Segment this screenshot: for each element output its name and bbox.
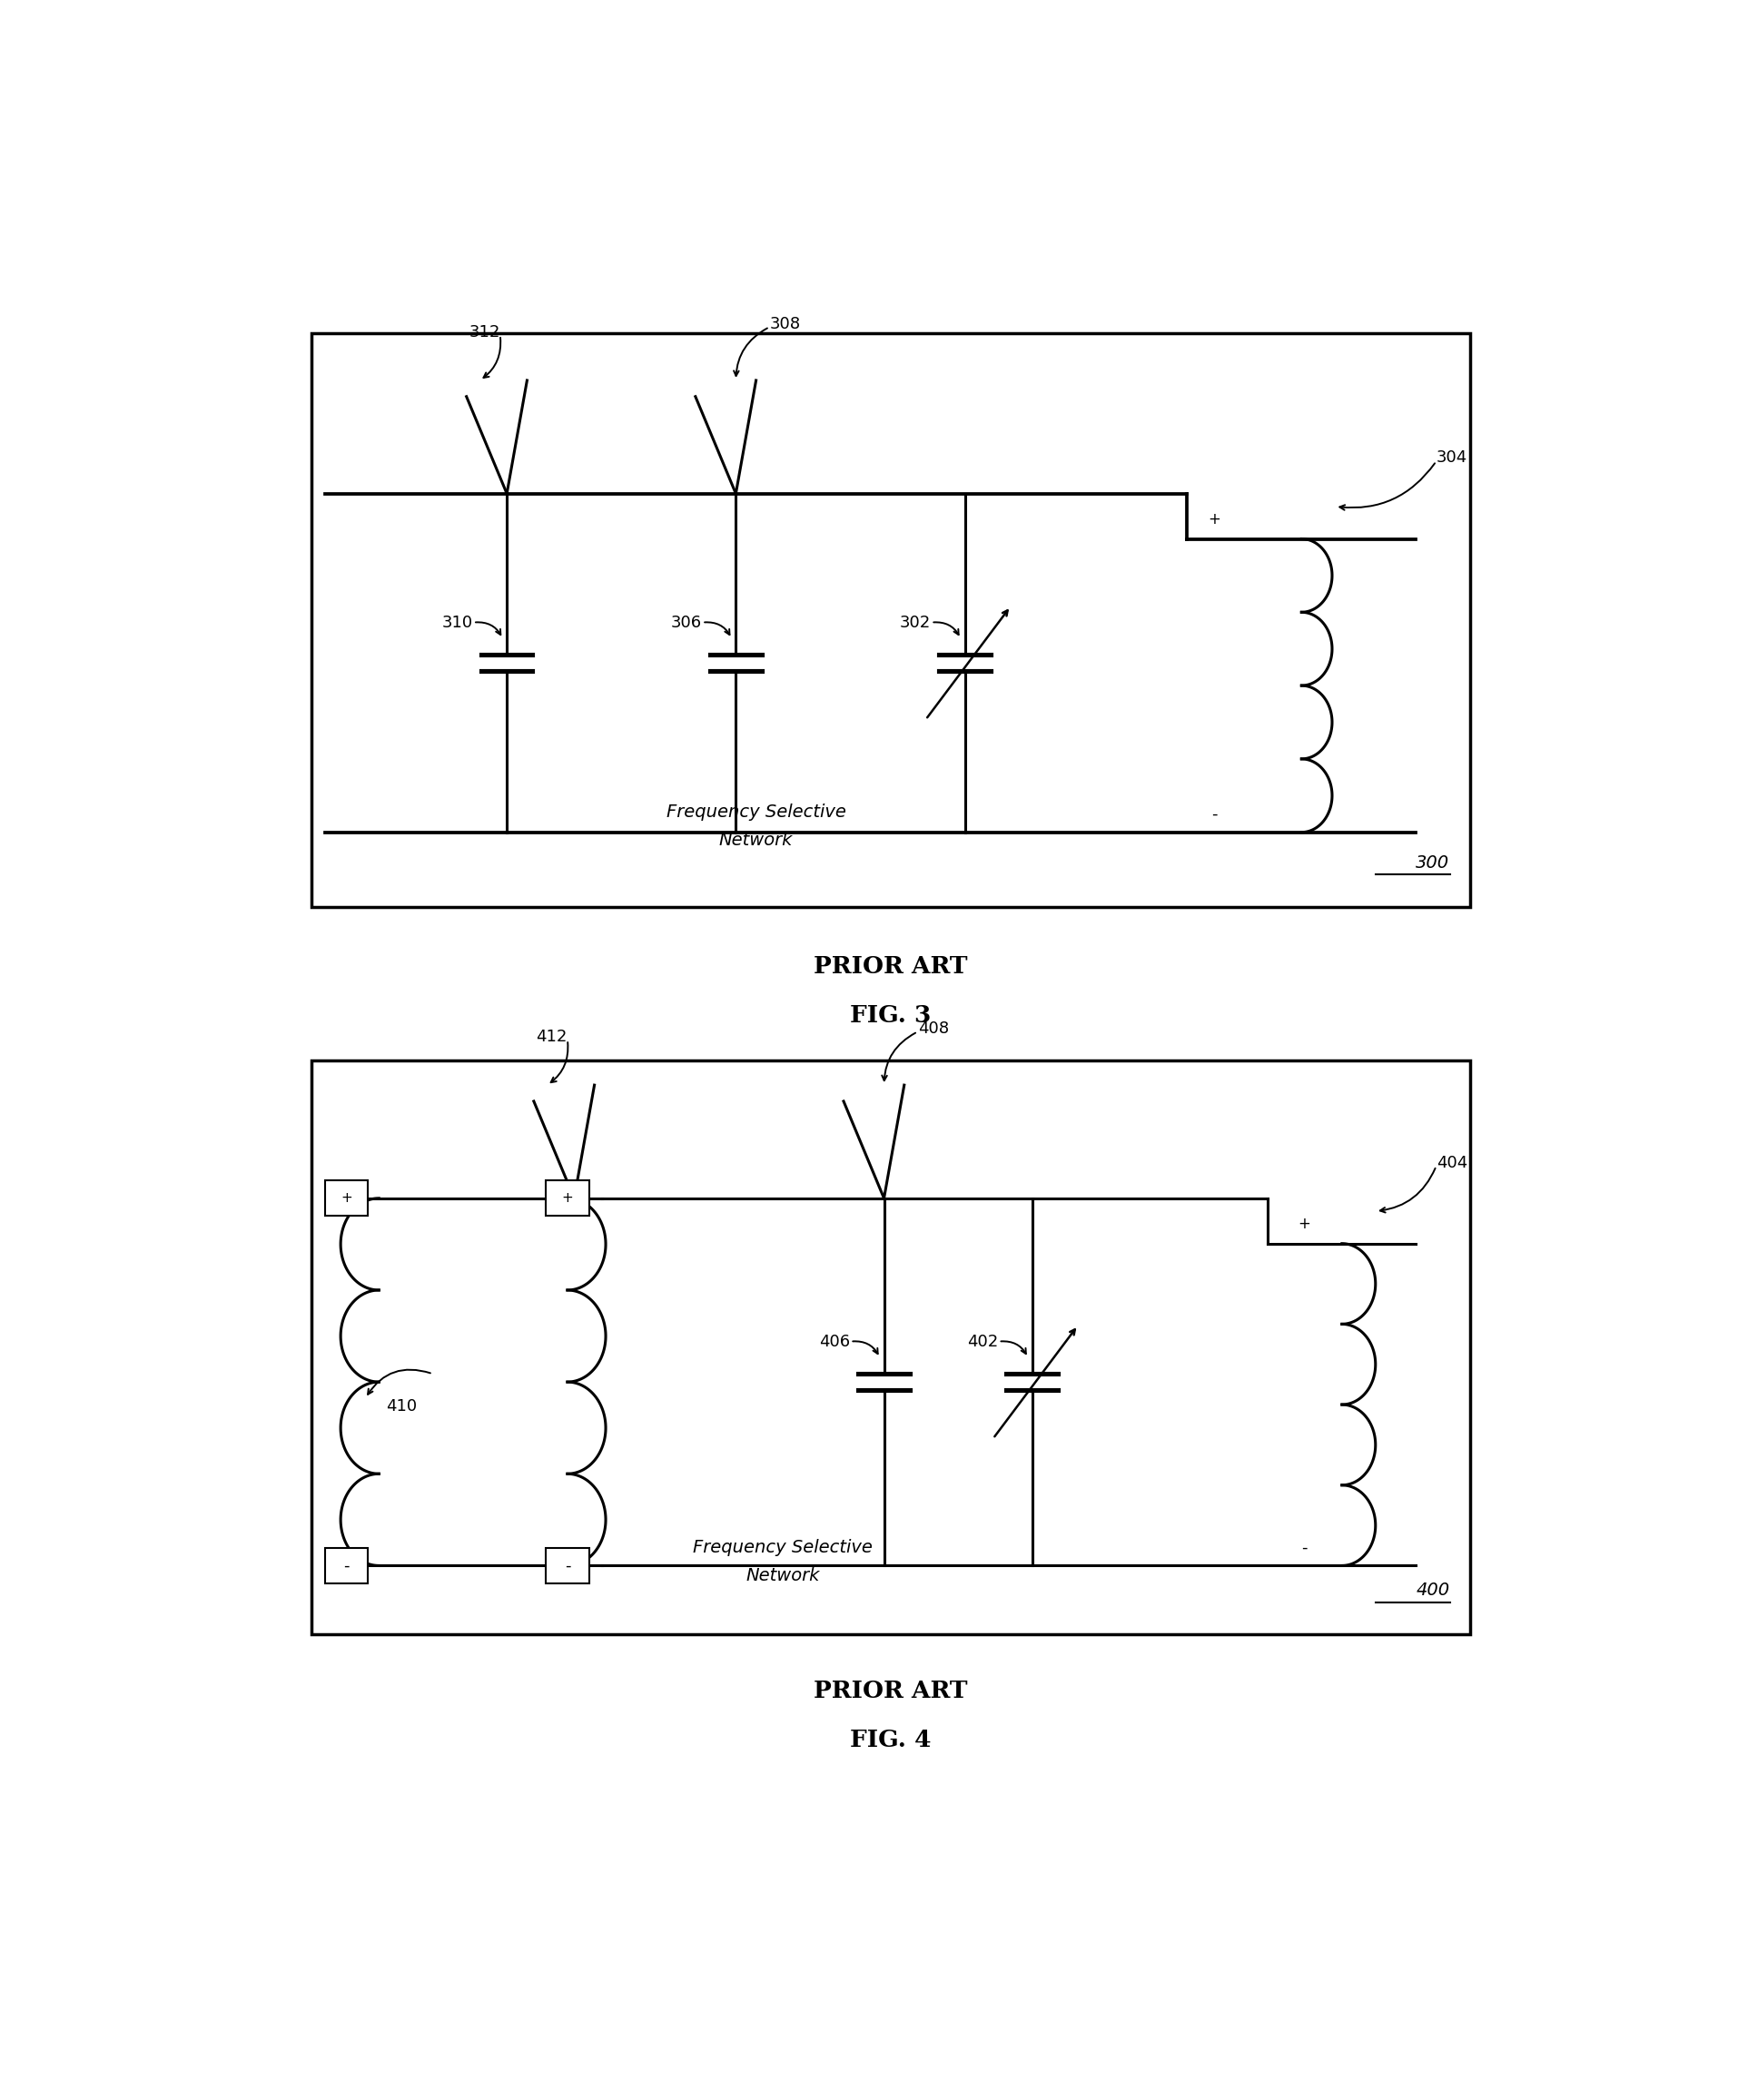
Text: -: - bbox=[344, 1558, 349, 1573]
Text: +: + bbox=[1208, 510, 1220, 527]
FancyBboxPatch shape bbox=[311, 1060, 1470, 1634]
Text: Frequency Selective
Network: Frequency Selective Network bbox=[693, 1539, 872, 1585]
Text: 410: 410 bbox=[386, 1399, 417, 1415]
Text: 312: 312 bbox=[469, 323, 501, 340]
Text: -: - bbox=[1211, 806, 1217, 823]
FancyBboxPatch shape bbox=[311, 334, 1470, 907]
FancyBboxPatch shape bbox=[325, 1180, 368, 1216]
Text: 412: 412 bbox=[537, 1029, 568, 1044]
Text: 408: 408 bbox=[918, 1021, 949, 1037]
Text: +: + bbox=[341, 1191, 353, 1205]
Text: 404: 404 bbox=[1436, 1155, 1467, 1172]
Text: 300: 300 bbox=[1416, 855, 1449, 872]
Text: PRIOR ART: PRIOR ART bbox=[813, 1680, 968, 1703]
Text: 310: 310 bbox=[441, 615, 473, 630]
Text: 302: 302 bbox=[900, 615, 932, 630]
Text: 400: 400 bbox=[1416, 1581, 1449, 1598]
Text: -: - bbox=[565, 1558, 570, 1573]
FancyBboxPatch shape bbox=[325, 1548, 368, 1583]
Text: 306: 306 bbox=[671, 615, 702, 630]
Text: 406: 406 bbox=[819, 1334, 850, 1350]
Text: +: + bbox=[1298, 1216, 1310, 1233]
Text: Frequency Selective
Network: Frequency Selective Network bbox=[666, 804, 846, 848]
Text: FIG. 4: FIG. 4 bbox=[850, 1728, 932, 1751]
Text: FIG. 3: FIG. 3 bbox=[850, 1004, 932, 1027]
Text: 308: 308 bbox=[770, 315, 801, 332]
Text: +: + bbox=[561, 1191, 574, 1205]
Text: 304: 304 bbox=[1436, 449, 1467, 466]
Text: PRIOR ART: PRIOR ART bbox=[813, 956, 968, 979]
Text: 402: 402 bbox=[968, 1334, 999, 1350]
FancyBboxPatch shape bbox=[546, 1548, 589, 1583]
FancyBboxPatch shape bbox=[546, 1180, 589, 1216]
Text: -: - bbox=[1302, 1539, 1307, 1556]
